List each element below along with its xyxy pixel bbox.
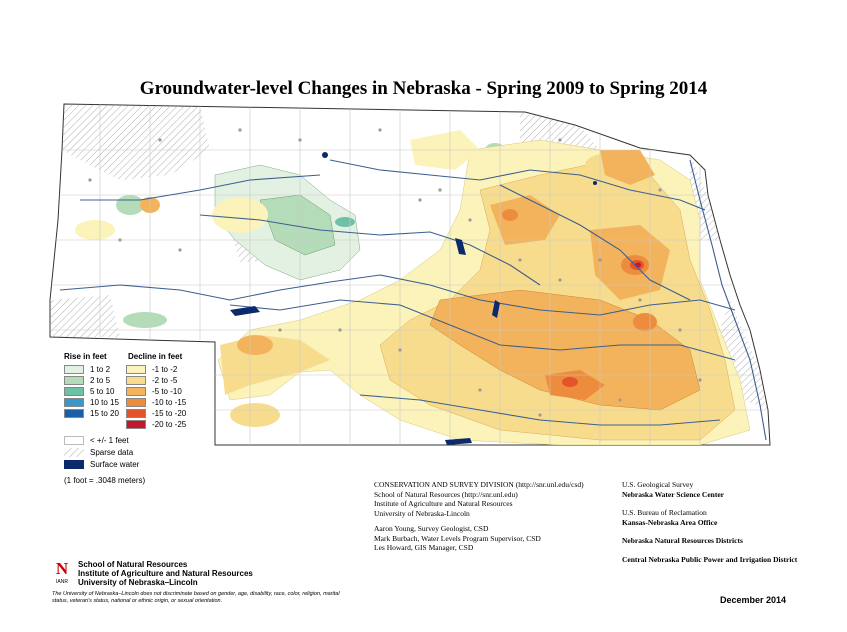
decline-area	[633, 313, 657, 331]
legend-swatch	[64, 375, 84, 385]
legend-label: Sparse data	[90, 447, 134, 457]
decline-area	[237, 335, 273, 355]
legend-swatch	[126, 364, 146, 374]
rise-area	[116, 195, 144, 215]
legend-label: -5 to -10	[152, 386, 182, 396]
legend-swatch	[126, 419, 146, 429]
rise-area	[123, 312, 167, 328]
legend-conversion: (1 foot = .3048 meters)	[64, 475, 146, 485]
decline-area	[230, 403, 280, 427]
legend-swatch	[64, 364, 84, 374]
hatch-swatch	[64, 447, 84, 457]
credit-line: CONSERVATION AND SURVEY DIVISION (http:/…	[374, 480, 584, 489]
logo-line: Institute of Agriculture and Natural Res…	[78, 569, 253, 578]
logo-line: University of Nebraska–Lincoln	[78, 578, 198, 587]
legend-swatch	[126, 397, 146, 407]
credit-line: Aaron Young, Survey Geologist, CSD	[374, 524, 489, 533]
credit-line: U.S. Geological Survey	[622, 480, 694, 489]
rise-area	[335, 217, 355, 227]
credit-line: University of Nebraska-Lincoln	[374, 508, 470, 518]
credits-partners: U.S. Geological Survey Nebraska Water Sc…	[622, 480, 797, 564]
credits-people: Aaron Young, Survey Geologist, CSD Mark …	[374, 524, 541, 553]
legend-label: -10 to -15	[152, 397, 187, 407]
legend-sparse-data: Sparse data	[64, 447, 133, 457]
legend-rise-5: 15 to 20	[64, 408, 119, 418]
legend-rise-4: 10 to 15	[64, 397, 119, 407]
sparse-data-area	[62, 104, 210, 180]
legend-decline-6: -20 to -25	[126, 419, 186, 429]
legend-swatch	[126, 386, 146, 396]
credit-line: Nebraska Water Science Center	[622, 489, 724, 499]
rise-heading: Rise in feet	[64, 352, 107, 361]
legend-label: -2 to -5	[152, 375, 178, 385]
map-title: Groundwater-level Changes in Nebraska - …	[139, 78, 708, 99]
decline-heading: Decline in feet	[128, 352, 183, 361]
legend-label: < +/- 1 feet	[90, 435, 129, 445]
legend-label: -15 to -20	[152, 408, 187, 418]
decline-area	[502, 209, 518, 221]
legend-label: 15 to 20	[90, 408, 119, 418]
decline-area	[562, 377, 578, 387]
legend-swatch	[64, 459, 84, 469]
rivers	[59, 159, 767, 441]
legend-swatch	[64, 386, 84, 396]
legend-label: Surface water	[90, 459, 140, 469]
legend-label: 2 to 5	[90, 375, 111, 385]
credit-line: Mark Burbach, Water Levels Program Super…	[374, 533, 541, 543]
legend-decline-2: -2 to -5	[126, 375, 177, 385]
logo-sub: IANR	[56, 579, 68, 585]
credit-line: School of Natural Resources (http://snr.…	[374, 489, 518, 499]
legend-decline-3: -5 to -10	[126, 386, 182, 396]
legend-label: -1 to -2	[152, 364, 178, 374]
logo-line: School of Natural Resources	[78, 560, 188, 569]
disclaimer-text: The University of Nebraska–Lincoln does …	[52, 591, 340, 604]
decline-area	[212, 197, 268, 233]
credits-agencies: CONSERVATION AND SURVEY DIVISION (http:/…	[374, 480, 584, 518]
legend-surface-water: Surface water	[64, 459, 139, 469]
sparse-data-area	[50, 295, 120, 337]
legend-decline-4: -10 to -15	[126, 397, 186, 407]
legend-swatch	[64, 435, 84, 445]
legend-rise-3: 5 to 10	[64, 386, 114, 396]
legend-rise-1: 1 to 2	[64, 364, 110, 374]
legend-swatch	[64, 397, 84, 407]
credit-line: Institute of Agriculture and Natural Res…	[374, 499, 513, 508]
legend-swatch	[126, 408, 146, 418]
legend-rise-2: 2 to 5	[64, 375, 110, 385]
sparse-data-area	[720, 300, 768, 410]
credit-line: U.S. Bureau of Reclamation	[622, 508, 707, 517]
legend-label: 5 to 10	[90, 386, 115, 396]
map-date: December 2014	[720, 595, 787, 605]
legend-no-change: < +/- 1 feet	[64, 435, 129, 445]
legend-swatch	[64, 408, 84, 418]
well-points	[88, 128, 702, 417]
unl-logo-icon: N IANR	[56, 559, 69, 585]
surface-water	[230, 152, 597, 445]
decline-area	[635, 262, 641, 268]
unl-logo-text: School of Natural Resources Institute of…	[78, 560, 253, 587]
decline-area	[600, 150, 655, 185]
legend-decline-5: -15 to -20	[126, 408, 186, 418]
credit-line: Central Nebraska Public Power and Irriga…	[622, 554, 798, 564]
legend-swatch	[126, 375, 146, 385]
logo-mark: N	[56, 559, 69, 578]
legend-label: -20 to -25	[152, 419, 187, 429]
credit-line: Nebraska Natural Resources Districts	[622, 536, 743, 545]
decline-area	[75, 220, 115, 240]
credit-line: Kansas-Nebraska Area Office	[622, 517, 718, 527]
credit-line: Les Howard, GIS Manager, CSD	[374, 543, 474, 552]
legend-decline-1: -1 to -2	[126, 364, 177, 374]
legend-label: 1 to 2	[90, 364, 111, 374]
decline-area	[490, 195, 560, 245]
legend-label: 10 to 15	[90, 397, 119, 407]
